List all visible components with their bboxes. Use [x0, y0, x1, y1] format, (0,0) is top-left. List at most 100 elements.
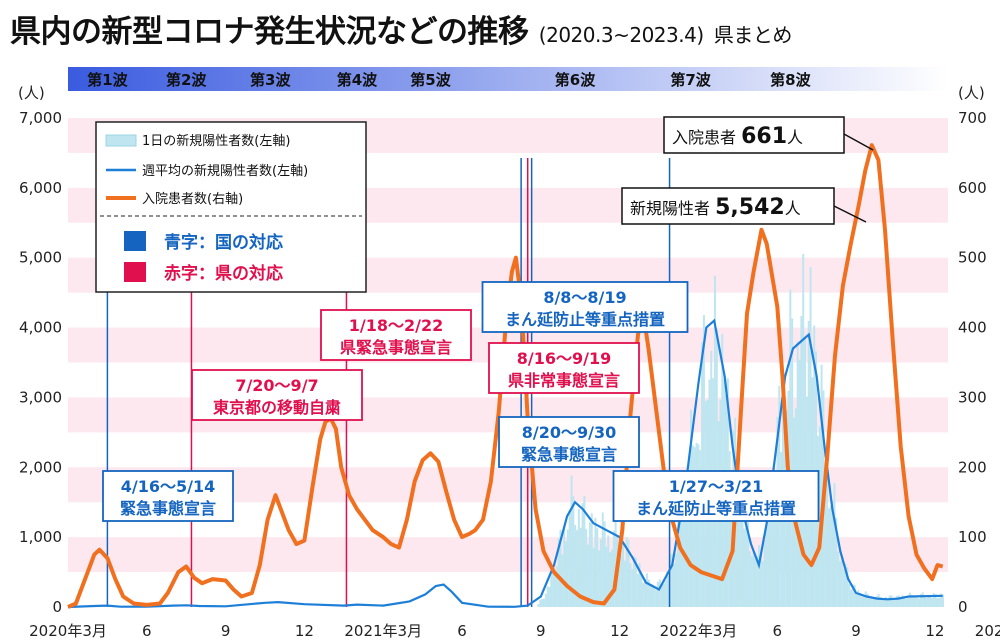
callout-frame — [621, 187, 835, 225]
legend-red-swatch — [124, 262, 146, 282]
daily-bar — [695, 442, 698, 607]
daily-bar — [809, 267, 812, 607]
daily-bar — [763, 540, 766, 607]
x-tick: 2020年3月 — [29, 622, 107, 640]
daily-bar — [846, 567, 849, 607]
daily-bar — [664, 580, 667, 607]
daily-bar — [574, 524, 577, 607]
daily-bar — [758, 544, 761, 607]
wave-label: 第2波 — [166, 71, 207, 89]
y-axis-left-label: (人) — [18, 84, 45, 102]
measure-period: 1/27〜3/21 — [669, 477, 764, 496]
daily-bar — [739, 514, 742, 607]
daily-bar — [831, 501, 834, 607]
y-tick-right: 300 — [958, 388, 987, 406]
daily-bar — [682, 480, 685, 607]
peak-callout: 新規陽性者 5,542人 — [621, 187, 867, 225]
measure-period: 8/16〜9/19 — [517, 349, 612, 368]
daily-bar — [680, 518, 683, 607]
daily-bar — [579, 527, 582, 607]
measure-box: 8/20〜9/30 緊急事態宣言 — [498, 416, 640, 468]
daily-bar — [656, 581, 659, 607]
daily-bar — [691, 445, 694, 607]
y-tick-right: 0 — [958, 598, 968, 616]
y-tick-right: 600 — [958, 179, 987, 197]
daily-bar — [890, 595, 893, 607]
daily-bar — [566, 529, 569, 607]
measure-box: 1/18〜2/22 県緊急事態宣言 — [320, 309, 472, 361]
daily-bar — [555, 565, 558, 607]
wave-label: 第8波 — [770, 71, 811, 89]
daily-bar — [550, 573, 553, 607]
daily-bar — [594, 517, 597, 607]
y-tick-left: 1,000 — [19, 528, 62, 546]
daily-bar — [590, 513, 593, 607]
daily-bar — [585, 529, 588, 607]
daily-bar — [601, 512, 604, 607]
daily-bar — [728, 451, 731, 607]
x-tick: 12 — [610, 622, 629, 640]
daily-bar — [736, 484, 739, 607]
wave-label: 第6波 — [555, 71, 596, 89]
measure-box: 7/20〜9/7 東京都の移動自粛 — [191, 369, 363, 421]
daily-bar — [813, 325, 816, 607]
daily-bar — [807, 320, 810, 607]
y-axis-right-label: (人) — [958, 84, 985, 102]
daily-bar — [583, 495, 586, 607]
daily-bar — [800, 316, 803, 607]
daily-bar — [901, 595, 904, 607]
daily-bar — [618, 550, 621, 607]
daily-bar — [929, 595, 932, 607]
daily-bar — [859, 592, 862, 607]
wave-label: 第4波 — [337, 71, 378, 89]
daily-bar — [587, 544, 590, 607]
daily-bar — [759, 553, 762, 607]
daily-bar — [645, 573, 648, 607]
daily-bar — [660, 584, 663, 607]
daily-bar — [756, 556, 759, 607]
callout-frame — [663, 116, 845, 154]
daily-bar — [894, 599, 897, 607]
daily-bar — [651, 584, 654, 607]
daily-bar — [879, 597, 882, 607]
daily-bar — [919, 594, 922, 607]
daily-bar — [855, 594, 858, 607]
daily-bar — [752, 550, 755, 607]
wave-label: 第5波 — [410, 71, 451, 89]
daily-bar — [835, 517, 838, 607]
daily-bar — [596, 528, 599, 607]
daily-bar — [921, 592, 924, 607]
daily-bar — [592, 547, 595, 607]
measure-desc: まん延防止等重点措置 — [505, 310, 665, 329]
daily-bar — [774, 490, 777, 607]
peak-callout: 入院患者 661人 — [663, 116, 874, 154]
measure-box: 4/16〜5/14 緊急事態宣言 — [102, 470, 234, 522]
wave-label: 第3波 — [250, 71, 291, 89]
daily-bar — [818, 426, 821, 607]
daily-bar — [631, 569, 634, 607]
measure-desc: まん延防止等重点措置 — [636, 499, 796, 518]
daily-bar — [866, 593, 869, 607]
y-tick-right: 700 — [958, 109, 987, 127]
daily-bar — [640, 573, 643, 607]
x-tick: 6 — [142, 622, 152, 640]
daily-bar — [844, 563, 847, 607]
daily-bar — [599, 539, 602, 607]
wave-label: 第7波 — [670, 71, 711, 89]
page-title: 県内の新型コロナ発生状況などの推移 (2020.3~2023.4) 県まとめ — [10, 6, 792, 51]
y-tick-right: 500 — [958, 249, 987, 267]
x-tick: 12 — [295, 622, 314, 640]
daily-bar — [883, 599, 886, 607]
daily-bar — [605, 547, 608, 607]
daily-bar — [598, 550, 601, 607]
daily-bar — [609, 552, 612, 607]
daily-bar — [884, 597, 887, 607]
daily-bar — [862, 595, 865, 607]
daily-bar — [693, 447, 696, 607]
daily-bar — [537, 604, 540, 607]
daily-bar — [614, 513, 617, 607]
callout-value: 661 — [741, 124, 787, 149]
daily-bar — [612, 530, 615, 607]
daily-bar — [636, 573, 639, 607]
daily-bar — [627, 539, 630, 607]
